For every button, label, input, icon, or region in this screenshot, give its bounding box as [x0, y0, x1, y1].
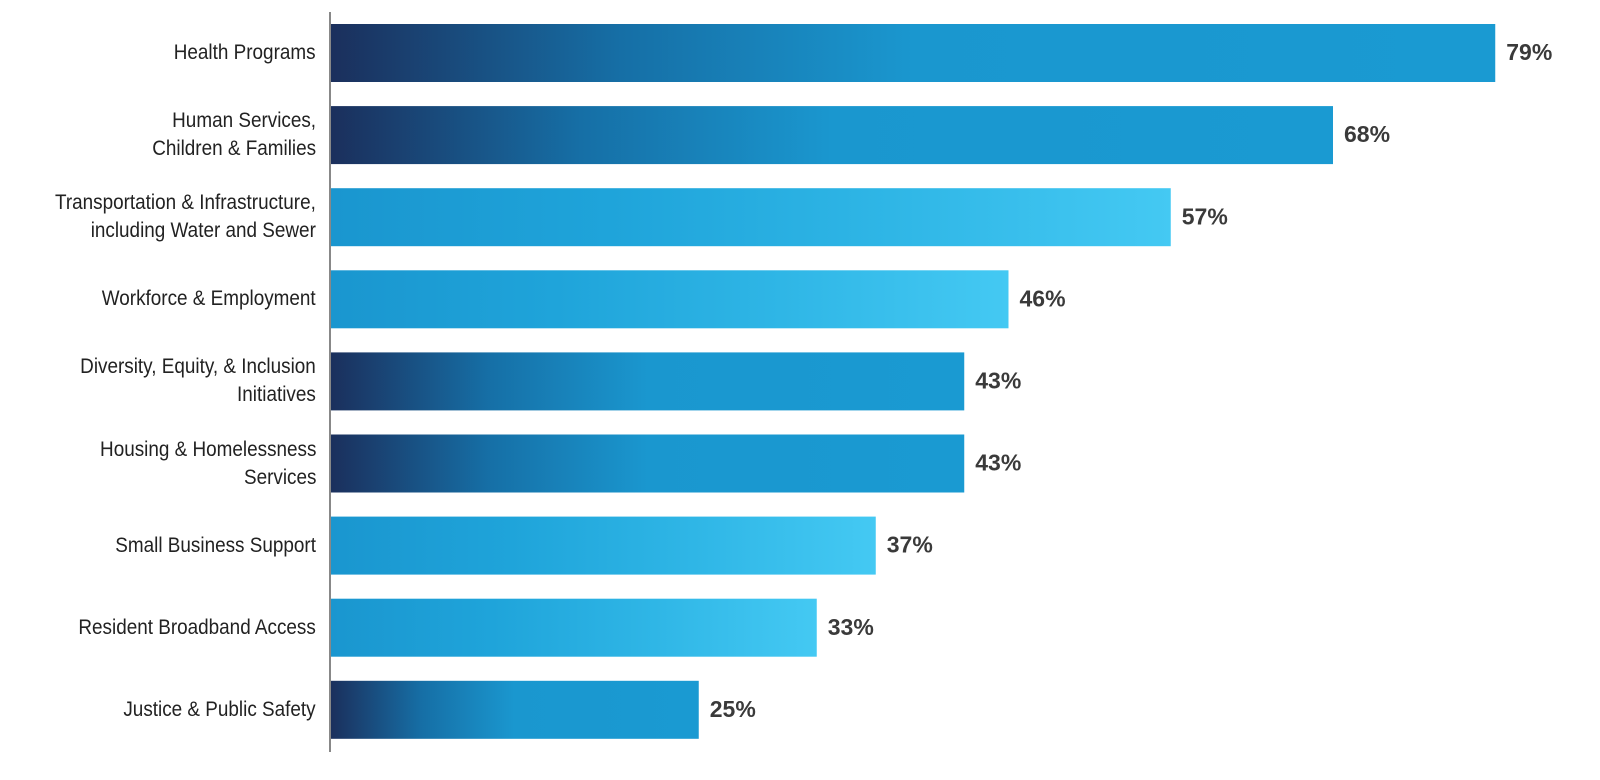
bar — [330, 188, 1171, 247]
bar — [330, 270, 1009, 329]
bar — [330, 106, 1333, 165]
category-label: Human Services, Children & Families — [152, 109, 316, 161]
category-label: Health Programs — [174, 41, 316, 64]
bar — [330, 598, 817, 657]
value-label: 25% — [710, 696, 756, 722]
bar — [330, 680, 699, 739]
value-label: 43% — [975, 450, 1021, 476]
value-label: 79% — [1506, 39, 1552, 65]
category-label: Diversity, Equity, & Inclusion Initiativ… — [80, 355, 316, 407]
value-label: 46% — [1020, 285, 1066, 311]
bar — [330, 352, 965, 411]
category-label: Workforce & Employment — [102, 287, 316, 311]
value-label: 37% — [887, 532, 933, 558]
category-label: Justice & Public Safety — [123, 697, 316, 721]
category-label: Small Business Support — [115, 533, 316, 557]
bar — [330, 434, 965, 493]
bar — [330, 24, 1496, 82]
bar — [330, 516, 876, 575]
category-label: Resident Broadband Access — [78, 615, 316, 639]
value-label: 68% — [1344, 121, 1390, 147]
category-label: Transportation & Infrastructure, includi… — [55, 191, 316, 243]
value-label: 33% — [828, 614, 874, 640]
value-label: 43% — [975, 367, 1021, 393]
value-label: 57% — [1182, 203, 1228, 229]
category-label: Housing & Homelessness Services — [99, 437, 316, 489]
